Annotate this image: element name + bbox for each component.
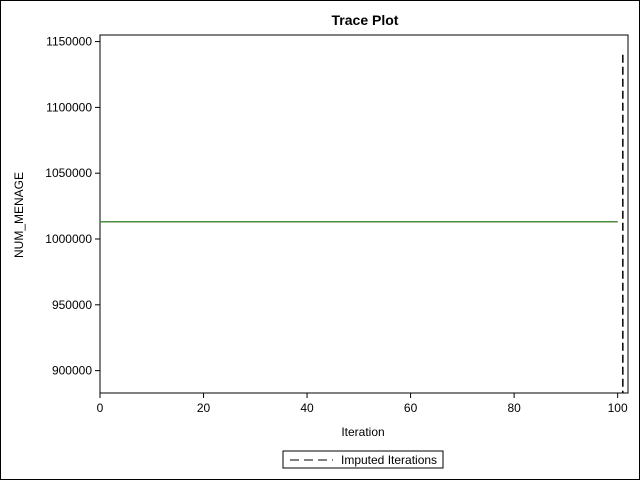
y-tick-label: 950000 <box>52 298 92 312</box>
legend-label: Imputed Iterations <box>341 453 437 467</box>
x-tick-label: 60 <box>404 401 418 415</box>
x-tick-label: 80 <box>507 401 521 415</box>
y-tick-label: 1100000 <box>46 100 92 114</box>
legend-box <box>282 450 444 469</box>
x-tick-label: 20 <box>197 401 211 415</box>
chart-title: Trace Plot <box>332 12 399 28</box>
y-tick-label: 1050000 <box>45 166 92 180</box>
y-tick-label: 1000000 <box>45 232 92 246</box>
x-tick-label: 0 <box>97 401 104 415</box>
x-tick-label: 100 <box>608 401 628 415</box>
legend: Imputed Iterations <box>282 450 444 469</box>
plot-border <box>99 34 629 394</box>
x-tick-label: 40 <box>300 401 314 415</box>
y-axis-label: NUM_MENAGE <box>12 172 26 258</box>
y-tick-label: 900000 <box>52 364 92 378</box>
plot-area: 900000 950000 1000000 1050000 1100000 1150000… <box>45 34 629 415</box>
y-tick-label: 1150000 <box>46 35 92 49</box>
x-axis-label: Iteration <box>341 425 384 439</box>
